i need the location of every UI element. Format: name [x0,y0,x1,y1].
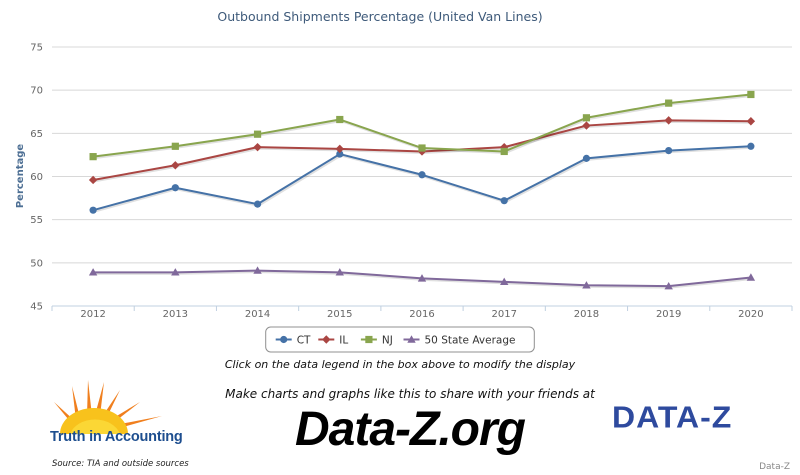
data-point[interactable] [89,206,97,214]
x-tick-label: 2013 [163,309,188,320]
data-point[interactable] [582,114,591,122]
x-tick-label: 2015 [327,309,352,320]
data-point[interactable] [500,197,508,205]
legend-box [265,326,535,353]
data-point[interactable] [335,268,344,276]
legend-label: 50 State Average [425,334,516,346]
data-point[interactable] [253,266,262,274]
series-ct [89,142,755,214]
data-point[interactable] [418,144,426,152]
legend-item-nj[interactable]: NJ [360,334,393,346]
x-tick-label: 2020 [738,309,763,320]
sun-logo-icon [54,380,162,434]
legend-instruction: Click on the data legend in the box abov… [224,358,576,371]
data-point[interactable] [253,142,262,152]
x-tick-label: 2017 [491,309,516,320]
series-50-state-average [88,266,756,290]
axes: 45 50 55 60 65 70 75 2012 2013 2014 2015 2016 2017 20… [30,43,793,320]
promo-text: Make charts and graphs like this to shar… [225,387,595,401]
legend-item-ct[interactable]: CT [275,334,311,346]
legend-marker [280,335,288,344]
data-point[interactable] [88,175,98,185]
x-tick-label: 2019 [656,309,681,320]
data-point[interactable] [747,142,755,150]
data-point[interactable] [664,116,673,125]
dataz-logo: DATA-Z [612,399,733,435]
data-point[interactable] [664,281,673,290]
series-layer [88,90,756,290]
data-point[interactable] [746,273,756,281]
data-point[interactable] [171,184,179,192]
x-tick-label: 2014 [245,309,270,320]
data-point[interactable] [665,147,673,155]
data-point[interactable] [417,274,427,282]
data-point[interactable] [171,142,179,150]
data-point[interactable] [500,147,508,156]
legend-marker [407,335,416,343]
data-point[interactable] [665,99,673,107]
legend-item-50-state-average[interactable]: 50 State Average [403,334,516,346]
chart-title: Outbound Shipments Percentage (United Va… [217,9,542,24]
data-point[interactable] [418,171,426,179]
x-tick-label: 2012 [80,309,105,320]
data-point[interactable] [336,115,344,124]
tia-logo-text: Truth in Accounting [50,429,183,445]
data-point[interactable] [582,281,591,289]
series-nj [89,90,755,161]
legend-label: IL [339,334,348,346]
y-tick-label: 60 [30,172,43,183]
legend-label: CT [297,334,311,346]
data-point[interactable] [747,90,755,99]
y-tick-label: 45 [30,302,43,313]
y-tick-label: 75 [30,43,43,54]
y-tick-label: 65 [30,129,43,140]
y-tick-label: 55 [30,215,43,226]
data-point[interactable] [500,277,509,286]
legend-marker [365,335,373,344]
data-point[interactable] [253,130,262,138]
x-tick-label: 2018 [574,309,599,320]
x-tick-label: 2016 [409,309,434,320]
source-note: Source: TIA and outside sources [52,459,189,469]
data-point[interactable] [746,117,756,126]
data-point[interactable] [89,153,97,161]
data-point[interactable] [88,268,98,276]
site-name[interactable]: Data-Z.org [295,403,526,456]
data-point[interactable] [171,268,180,276]
credit-text: Data-Z [759,462,790,472]
y-tick-label: 70 [30,86,43,97]
y-tick-label: 50 [30,258,43,269]
data-point[interactable] [335,144,344,154]
legend-marker [322,335,331,344]
legend[interactable]: CT IL NJ 50 State Average [265,326,535,353]
data-point[interactable] [171,161,180,170]
legend-label: NJ [382,334,393,346]
series-line-shadow [93,145,752,213]
data-point[interactable] [336,150,344,158]
data-point[interactable] [582,154,591,162]
data-point[interactable] [253,200,262,208]
data-point[interactable] [582,121,591,130]
y-axis-label: Percentage [15,144,26,209]
legend-item-il[interactable]: IL [318,334,348,346]
